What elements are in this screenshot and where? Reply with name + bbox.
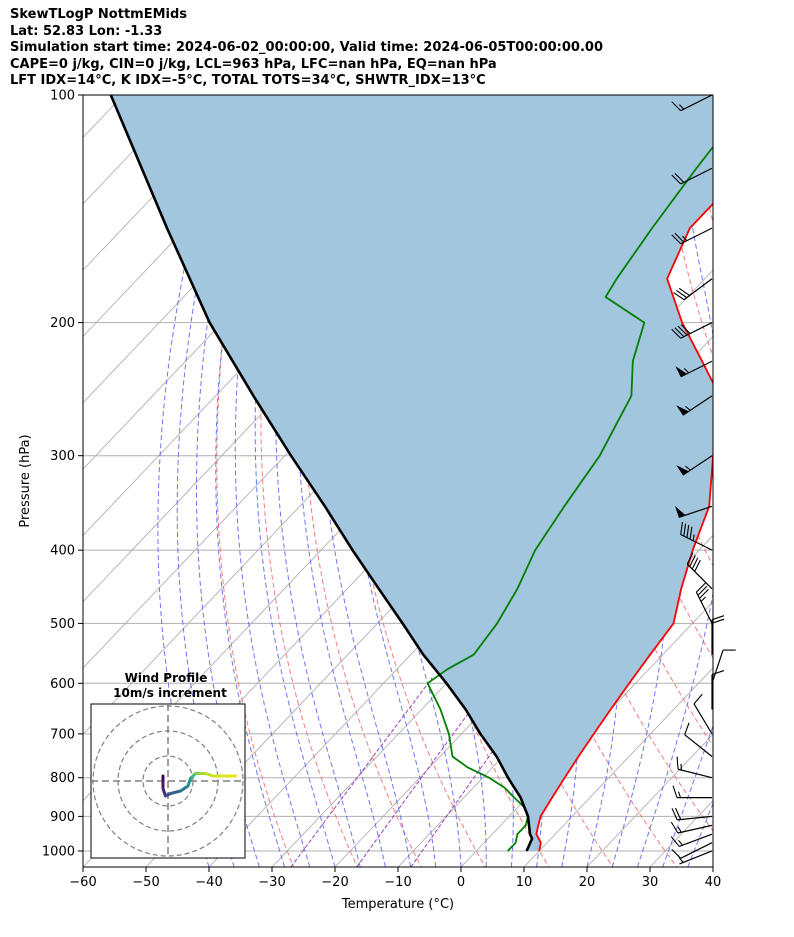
location-line: Lat: 52.83 Lon: -1.33 <box>10 23 163 39</box>
y-tick-label: 600 <box>50 677 75 692</box>
x-tick-label: 30 <box>642 875 659 890</box>
x-tick-label: −50 <box>132 875 159 890</box>
moist-adiabat <box>215 95 286 867</box>
x-tick-label: 0 <box>457 875 465 890</box>
wind-barb <box>675 505 713 518</box>
chart-title: SkewTLogP NottmEMids <box>10 7 188 22</box>
moist-adiabat <box>738 95 794 867</box>
y-tick-label: 300 <box>50 449 75 464</box>
wind-barb <box>671 807 713 821</box>
moist-adiabat <box>712 865 713 867</box>
wind-barb <box>695 582 713 624</box>
wind-barb <box>671 167 713 185</box>
wind-barb <box>711 670 725 710</box>
wind-barb <box>676 395 713 416</box>
x-tick-label: −30 <box>258 875 285 890</box>
shaded-area <box>110 95 713 851</box>
y-tick-label: 200 <box>50 316 75 331</box>
wind-barb <box>676 756 713 779</box>
wind-barb <box>686 552 713 590</box>
wind-barb <box>675 360 713 378</box>
x-tick-label: −40 <box>195 875 222 890</box>
moist-adiabat <box>296 95 386 867</box>
x-tick-label: 40 <box>705 875 722 890</box>
header: SkewTLogP NottmEMids Lat: 52.83 Lon: -1.… <box>10 7 603 90</box>
moist-adiabat <box>687 802 713 867</box>
hodograph-title: Wind Profile <box>125 671 208 685</box>
dry-adiabat <box>786 78 794 870</box>
hodograph-trace-segment <box>169 789 182 795</box>
moist-adiabat <box>636 95 713 867</box>
dry-adiabat <box>302 95 422 867</box>
plot-foreground <box>109 95 713 852</box>
y-tick-label: 500 <box>50 617 75 632</box>
wind-barb <box>672 785 712 799</box>
wind-barb <box>693 693 713 735</box>
moist-adiabat <box>368 95 462 867</box>
isotherm-line <box>586 733 713 867</box>
wind-barb <box>671 842 713 859</box>
moist-adiabat <box>662 724 713 867</box>
y-tick-label: 1000 <box>42 844 75 859</box>
isotherm-line <box>712 866 713 867</box>
wind-barb <box>678 850 713 865</box>
x-tick-label: −20 <box>321 875 348 890</box>
y-axis-label: Pressure (hPa) <box>18 434 33 527</box>
params-line: CAPE=0 j/kg, CIN=0 j/kg, LCL=963 hPa, LF… <box>10 56 497 72</box>
x-tick-label: 10 <box>516 875 533 890</box>
wind-barb <box>671 227 713 245</box>
mixing-ratio-line <box>356 677 495 867</box>
isotherm-line <box>83 95 250 271</box>
moist-adiabat <box>342 95 437 867</box>
parcel-line <box>109 95 534 852</box>
y-tick-label: 800 <box>50 771 75 786</box>
hodograph-trace-segment <box>179 784 190 793</box>
x-tick-label: 20 <box>579 875 596 890</box>
wind-barb <box>670 833 713 847</box>
times-line: Simulation start time: 2024-06-02_00:00:… <box>10 40 603 55</box>
wind-barb <box>670 821 713 834</box>
x-tick-label: −10 <box>384 875 411 890</box>
axes: −60 −50 −40 −30 −20 −10 0 10 20 30 40 100 200 300 400 5… <box>42 89 736 890</box>
wind-barb <box>676 455 713 476</box>
dry-adiabat <box>722 78 794 870</box>
moist-adiabat <box>157 95 229 867</box>
dry-adiabat <box>754 78 794 870</box>
y-tick-label: 700 <box>50 727 75 742</box>
wind-barb <box>673 278 713 301</box>
x-tick-label: −60 <box>69 875 96 890</box>
moist-adiabat <box>176 95 242 867</box>
isotherm-line <box>523 667 713 867</box>
moist-adiabat <box>234 95 311 867</box>
y-tick-label: 900 <box>50 810 75 825</box>
y-tick-label: 400 <box>50 544 75 559</box>
indices-line: LFT IDX=14°C, K IDX=-5°C, TOTAL TOTS=34°… <box>10 73 486 88</box>
mixing-ratio-line <box>290 677 433 867</box>
moist-adiabat <box>318 95 412 867</box>
dry-adiabat <box>216 95 295 867</box>
wind-barb <box>684 722 713 757</box>
wind-barb <box>671 322 713 339</box>
wind-barb <box>711 649 736 684</box>
x-axis-label: Temperature (°C) <box>341 897 454 912</box>
wind-barb <box>680 521 713 551</box>
hodograph: Wind Profile 10m/s increment <box>90 671 246 859</box>
wind-barb <box>671 94 713 112</box>
hodograph-subtitle: 10m/s increment <box>113 686 227 700</box>
dry-adiabat <box>526 95 713 747</box>
y-tick-label: 100 <box>50 89 75 104</box>
temperature-line <box>535 202 713 852</box>
wind-barb <box>711 615 725 655</box>
